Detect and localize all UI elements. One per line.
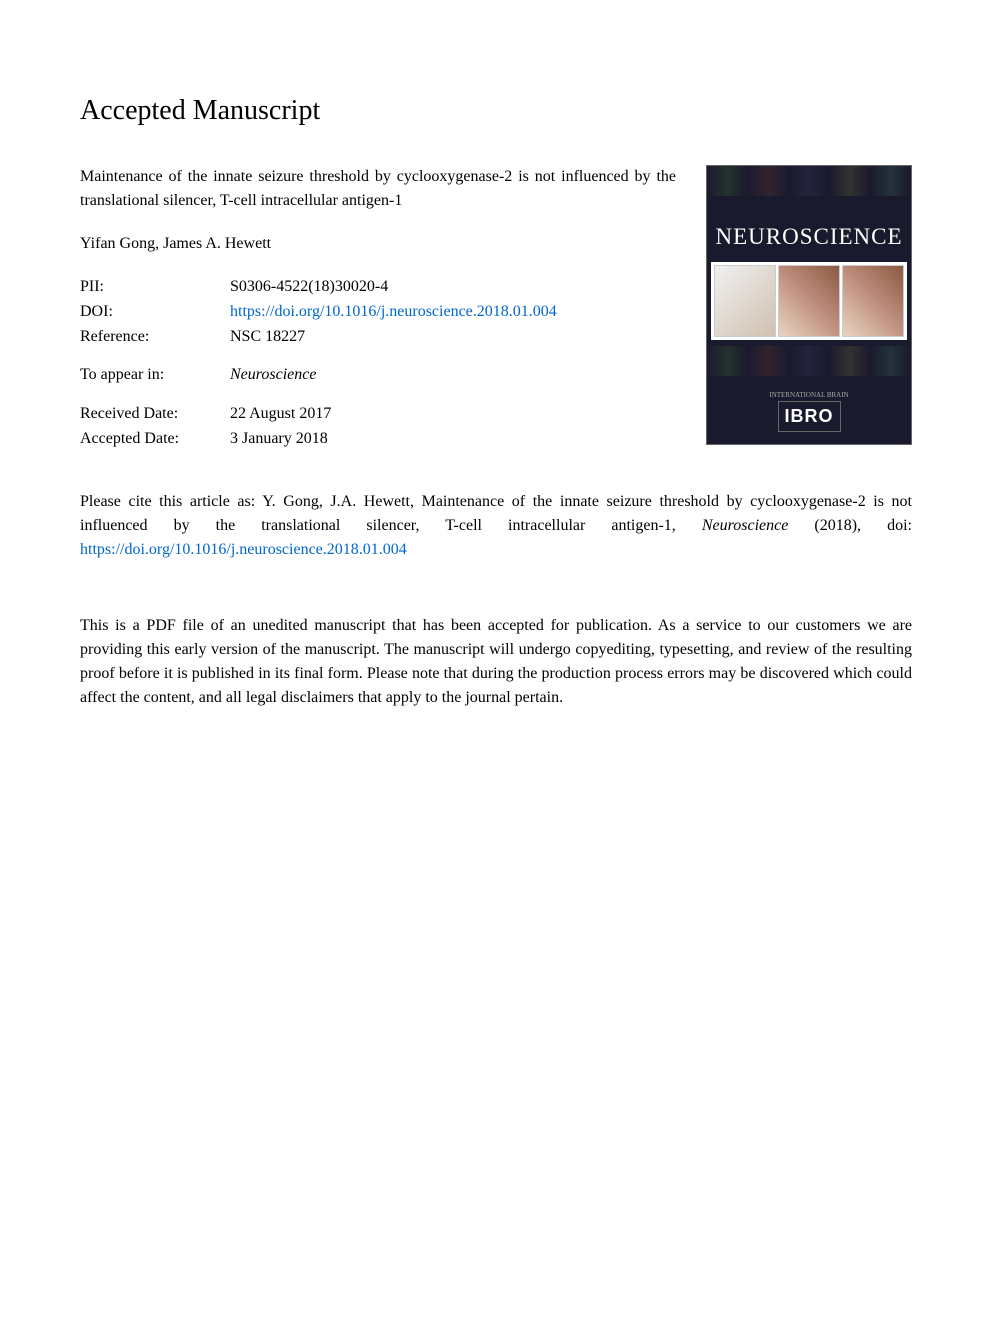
citation-text: Please cite this article as: Y. Gong, J.… xyxy=(80,490,912,562)
cover-decoration-mid xyxy=(707,346,911,376)
citation-journal: Neuroscience xyxy=(702,517,788,534)
doi-value: https://doi.org/10.1016/j.neuroscience.2… xyxy=(230,300,676,325)
received-label: Received Date: xyxy=(80,402,230,427)
page-header-title: Accepted Manuscript xyxy=(80,95,912,127)
citation-year: (2018), doi: xyxy=(788,517,912,534)
metadata-row-pii: PII: S0306-4522(18)30020-4 xyxy=(80,275,676,300)
doi-link[interactable]: https://doi.org/10.1016/j.neuroscience.2… xyxy=(230,303,557,320)
reference-value: NSC 18227 xyxy=(230,325,676,350)
accepted-label: Accepted Date: xyxy=(80,427,230,452)
received-value: 22 August 2017 xyxy=(230,402,676,427)
cover-figures xyxy=(711,262,907,340)
appear-value: Neuroscience xyxy=(230,363,676,388)
doi-label: DOI: xyxy=(80,300,230,325)
main-content-area: Maintenance of the innate seizure thresh… xyxy=(80,165,912,452)
cover-decoration-top xyxy=(707,166,911,196)
cover-figure-panel xyxy=(842,265,904,337)
journal-cover-title: NEUROSCIENCE xyxy=(707,196,911,256)
metadata-row-received: Received Date: 22 August 2017 xyxy=(80,402,676,427)
metadata-row-reference: Reference: NSC 18227 xyxy=(80,325,676,350)
ibro-logo: IBRO xyxy=(778,401,841,432)
article-authors: Yifan Gong, James A. Hewett xyxy=(80,235,676,253)
cover-figure-panel xyxy=(714,265,776,337)
disclaimer-text: This is a PDF file of an unedited manusc… xyxy=(80,614,912,710)
metadata-spacer xyxy=(80,388,676,402)
metadata-row-doi: DOI: https://doi.org/10.1016/j.neuroscie… xyxy=(80,300,676,325)
journal-cover-thumbnail: NEUROSCIENCE INTERNATIONAL BRAIN IBRO xyxy=(706,165,912,445)
pii-label: PII: xyxy=(80,275,230,300)
metadata-row-accepted: Accepted Date: 3 January 2018 xyxy=(80,427,676,452)
metadata-table: PII: S0306-4522(18)30020-4 DOI: https://… xyxy=(80,275,676,452)
pii-value: S0306-4522(18)30020-4 xyxy=(230,275,676,300)
publisher-tagline: INTERNATIONAL BRAIN xyxy=(707,391,911,399)
cover-publisher-area: INTERNATIONAL BRAIN IBRO xyxy=(707,391,911,432)
left-column: Maintenance of the innate seizure thresh… xyxy=(80,165,676,452)
metadata-spacer xyxy=(80,349,676,363)
reference-label: Reference: xyxy=(80,325,230,350)
accepted-value: 3 January 2018 xyxy=(230,427,676,452)
citation-doi-link[interactable]: https://doi.org/10.1016/j.neuroscience.2… xyxy=(80,541,407,558)
appear-label: To appear in: xyxy=(80,363,230,388)
article-title: Maintenance of the innate seizure thresh… xyxy=(80,165,676,213)
cover-figure-panel xyxy=(778,265,840,337)
metadata-row-appear: To appear in: Neuroscience xyxy=(80,363,676,388)
